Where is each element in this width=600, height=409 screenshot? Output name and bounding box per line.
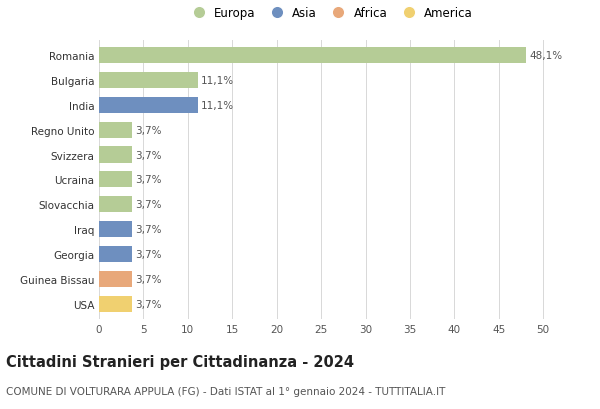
Bar [99, 48, 526, 64]
Bar [99, 246, 132, 263]
Bar [99, 122, 132, 138]
Bar [99, 72, 197, 89]
Text: 11,1%: 11,1% [201, 76, 234, 85]
Bar [99, 296, 132, 312]
Bar [99, 197, 132, 213]
Legend: Europa, Asia, Africa, America: Europa, Asia, Africa, America [185, 5, 475, 23]
Text: 3,7%: 3,7% [136, 175, 162, 185]
Bar [99, 222, 132, 238]
Text: COMUNE DI VOLTURARA APPULA (FG) - Dati ISTAT al 1° gennaio 2024 - TUTTITALIA.IT: COMUNE DI VOLTURARA APPULA (FG) - Dati I… [6, 387, 445, 396]
Text: 3,7%: 3,7% [136, 299, 162, 309]
Text: 3,7%: 3,7% [136, 249, 162, 259]
Text: 3,7%: 3,7% [136, 274, 162, 284]
Text: 3,7%: 3,7% [136, 125, 162, 135]
Text: Cittadini Stranieri per Cittadinanza - 2024: Cittadini Stranieri per Cittadinanza - 2… [6, 354, 354, 369]
Bar [99, 97, 197, 114]
Bar [99, 271, 132, 288]
Text: 48,1%: 48,1% [530, 51, 563, 61]
Text: 3,7%: 3,7% [136, 225, 162, 235]
Bar [99, 147, 132, 163]
Text: 11,1%: 11,1% [201, 101, 234, 110]
Bar [99, 172, 132, 188]
Text: 3,7%: 3,7% [136, 200, 162, 210]
Text: 3,7%: 3,7% [136, 150, 162, 160]
